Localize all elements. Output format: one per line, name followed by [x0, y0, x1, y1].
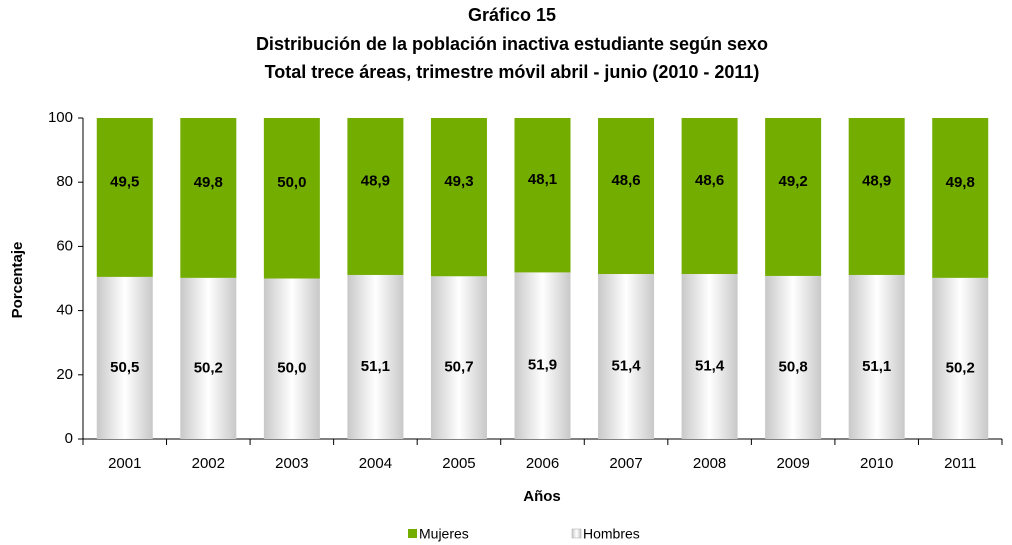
bar — [765, 275, 822, 439]
data-label: 50,2 — [194, 359, 223, 376]
x-tick-label: 2008 — [693, 455, 726, 472]
bar — [96, 276, 153, 439]
bar — [347, 274, 404, 439]
x-tick-label: 2007 — [609, 455, 642, 472]
y-tick-label: 40 — [56, 302, 73, 319]
data-label: 51,4 — [695, 357, 725, 374]
x-axis-label: Años — [523, 488, 561, 505]
bar — [514, 272, 571, 439]
bar — [263, 118, 320, 279]
legend-swatch — [571, 528, 582, 539]
x-tick-label: 2001 — [108, 455, 141, 472]
data-label: 48,6 — [695, 172, 724, 189]
data-label: 49,2 — [779, 173, 808, 190]
x-tick-label: 2005 — [442, 455, 475, 472]
chart-subtitle: Distribución de la población inactiva es… — [256, 34, 768, 54]
y-tick-label: 20 — [56, 366, 73, 383]
data-label: 48,9 — [862, 172, 891, 189]
x-tick-label: 2003 — [275, 455, 308, 472]
data-label: 50,0 — [277, 174, 306, 191]
data-label: 48,6 — [611, 172, 640, 189]
data-label: 49,8 — [946, 174, 975, 191]
y-tick-label: 80 — [56, 173, 73, 190]
bar — [180, 118, 237, 278]
data-label: 50,0 — [277, 360, 306, 377]
x-tick-label: 2002 — [192, 455, 225, 472]
bar — [514, 118, 571, 273]
x-tick-label: 2004 — [359, 455, 392, 472]
bar — [96, 118, 153, 277]
bar — [598, 274, 655, 439]
data-label: 51,9 — [528, 357, 557, 374]
data-label: 51,4 — [611, 357, 641, 374]
bar — [765, 118, 822, 276]
data-label: 50,5 — [110, 359, 139, 376]
bar — [263, 278, 320, 439]
y-axis-label: Porcentaje — [9, 242, 26, 319]
legend-label: Hombres — [583, 526, 640, 542]
bar — [430, 276, 487, 439]
y-tick-label: 60 — [56, 237, 73, 254]
data-label: 50,2 — [946, 359, 975, 376]
bar — [180, 277, 237, 439]
bar — [848, 274, 905, 439]
y-tick-label: 100 — [48, 109, 73, 126]
data-label: 51,1 — [862, 358, 891, 375]
y-tick-label: 0 — [65, 430, 73, 447]
data-label: 49,8 — [194, 174, 223, 191]
x-tick-label: 2006 — [526, 455, 559, 472]
data-label: 50,8 — [779, 358, 808, 375]
legend-swatch — [408, 529, 417, 538]
x-tick-label: 2011 — [944, 455, 976, 472]
data-label: 49,5 — [110, 173, 139, 190]
data-label: 50,7 — [444, 359, 473, 376]
bar — [598, 118, 655, 275]
bar — [347, 118, 404, 275]
data-label: 48,1 — [528, 171, 557, 188]
x-tick-label: 2009 — [776, 455, 809, 472]
data-label: 48,9 — [361, 172, 390, 189]
legend-label: Mujeres — [419, 526, 469, 542]
bar — [681, 274, 738, 439]
x-tick-label: 2010 — [860, 455, 893, 472]
bar — [848, 118, 905, 275]
bar — [430, 118, 487, 277]
chart-subtitle: Total trece áreas, trimestre móvil abril… — [265, 62, 760, 82]
chart-title: Gráfico 15 — [468, 5, 556, 25]
data-label: 49,3 — [444, 173, 473, 190]
bar — [932, 277, 989, 439]
bar — [932, 118, 989, 278]
bar — [681, 118, 738, 275]
data-label: 51,1 — [361, 358, 390, 375]
